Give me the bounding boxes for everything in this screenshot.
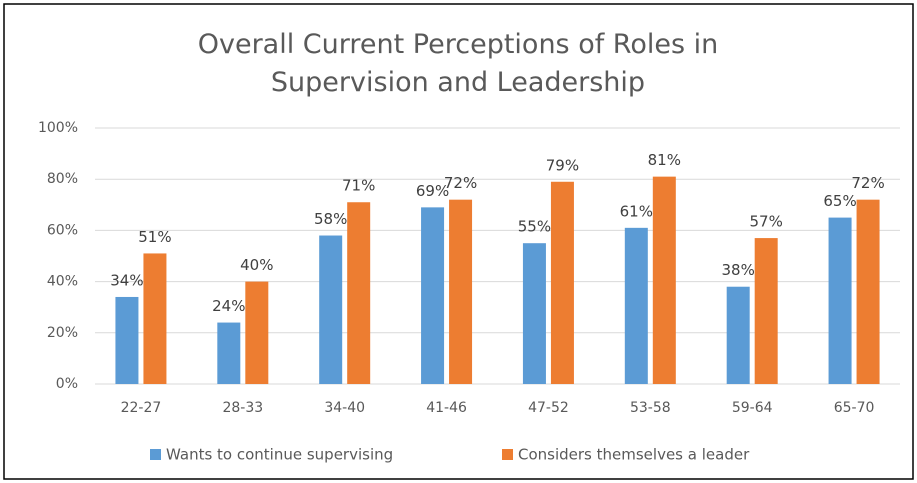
x-tick-label: 65-70: [834, 400, 875, 416]
data-label: 57%: [750, 213, 783, 231]
bar: [624, 227, 648, 384]
bar: [522, 243, 546, 384]
bar: [652, 176, 676, 384]
data-label: 65%: [823, 192, 856, 210]
bar: [550, 181, 574, 384]
bar: [828, 217, 852, 384]
legend-swatch: [502, 449, 513, 460]
bar: [421, 207, 445, 384]
legend-label: Wants to continue supervising: [166, 446, 393, 464]
data-label: 81%: [648, 151, 681, 169]
data-label: 34%: [110, 271, 143, 289]
bar: [726, 286, 750, 384]
y-tick-label: 20%: [47, 325, 78, 341]
x-tick-label: 47-52: [528, 400, 569, 416]
legend-swatch: [150, 449, 161, 460]
bar: [115, 296, 139, 384]
data-label: 38%: [722, 261, 755, 279]
bar: [319, 235, 343, 384]
y-tick-label: 80%: [47, 171, 78, 187]
chart-title: Overall Current Perceptions of Roles in …: [197, 29, 719, 98]
x-tick-label: 22-27: [121, 400, 162, 416]
x-tick-label: 28-33: [222, 400, 263, 416]
bar: [754, 238, 778, 384]
bar: [245, 281, 269, 384]
data-label: 79%: [546, 156, 579, 174]
data-label: 72%: [851, 174, 884, 192]
y-tick-label: 0%: [56, 376, 78, 392]
y-tick-label: 40%: [47, 274, 78, 290]
data-label: 72%: [444, 174, 477, 192]
bar: [347, 202, 371, 384]
bar: [449, 199, 473, 384]
x-tick-label: 41-46: [426, 400, 467, 416]
data-label: 71%: [342, 177, 375, 195]
bar: [856, 199, 880, 384]
y-tick-label: 100%: [38, 120, 78, 136]
data-label: 51%: [138, 228, 171, 246]
chart-border: [3, 3, 914, 480]
x-tick-label: 53-58: [630, 400, 671, 416]
data-label: 55%: [518, 218, 551, 236]
x-tick-label: 59-64: [732, 400, 773, 416]
bar: [217, 322, 241, 384]
data-label: 40%: [240, 256, 273, 274]
data-label: 69%: [416, 182, 449, 200]
x-tick-label: 34-40: [324, 400, 365, 416]
data-label: 24%: [212, 297, 245, 315]
bar: [143, 253, 167, 384]
data-label: 58%: [314, 210, 347, 228]
data-label: 61%: [620, 202, 653, 220]
y-tick-label: 60%: [47, 222, 78, 238]
legend-label: Considers themselves a leader: [518, 446, 750, 464]
